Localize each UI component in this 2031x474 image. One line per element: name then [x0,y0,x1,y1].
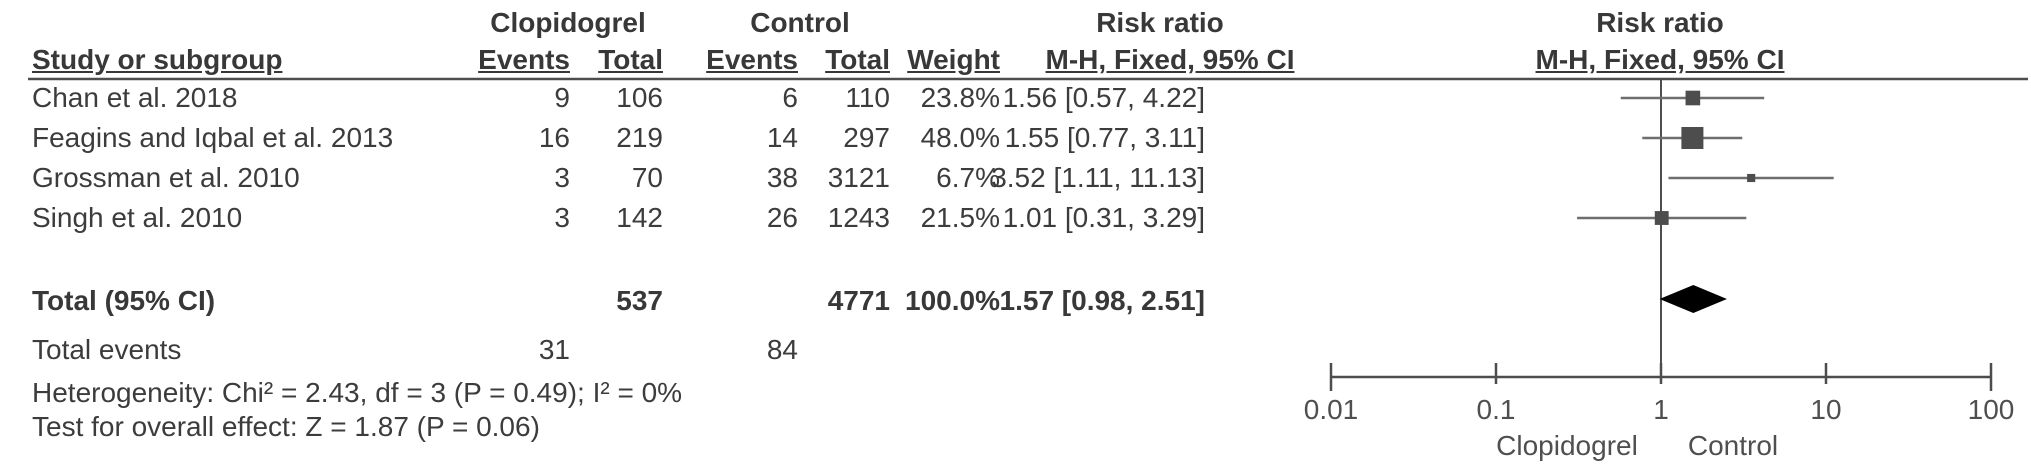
clopidogrel-events-value: 3 [554,162,570,193]
header-control-total: Total [825,44,890,75]
header-study-or-subgroup: Study or subgroup [32,44,283,75]
risk-ratio-ci-value: 1.55 [0.77, 3.11] [1004,122,1205,153]
weight-value: 23.8% [920,82,1000,113]
group-header-clopidogrel: Clopidogrel [490,7,646,38]
study-name: Feagins and Iqbal et al. 2013 [32,122,394,153]
control-total-value: 1243 [827,202,890,233]
summary-diamond [1659,285,1727,313]
risk-ratio-ci-value: 1.56 [0.57, 4.22] [1002,82,1205,113]
study-name: Chan et al. 2018 [32,82,238,113]
weight-value: 48.0% [920,122,1000,153]
control-events-value: 14 [766,122,798,153]
header-clopidogrel-events: Events [478,44,570,75]
total-events-control: 84 [766,334,798,365]
total-label: Total (95% CI) [32,285,216,316]
total-control-total: 4771 [827,285,890,316]
clopidogrel-events-value: 9 [554,82,570,113]
effect-square [1685,90,1701,106]
axis-tick-label: 10 [1810,394,1841,425]
axis-label-favours-clopidogrel: Clopidogrel [1496,430,1638,461]
total-clopidogrel-total: 537 [616,285,663,316]
axis-label-favours-control: Control [1687,430,1779,461]
clopidogrel-total-value: 106 [616,82,663,113]
control-total-value: 3121 [827,162,890,193]
axis-tick-label: 0.01 [1304,394,1359,425]
header-mh-fixed-ci: M-H, Fixed, 95% CI [1045,44,1295,75]
header-weight: Weight [907,44,1000,75]
group-header-control: Control [750,7,850,38]
plot-header-risk-ratio: Risk ratio [1596,7,1724,38]
total-weight: 100.0% [905,285,1000,316]
clopidogrel-events-value: 16 [538,122,570,153]
clopidogrel-events-value: 3 [554,202,570,233]
risk-ratio-ci-value: 1.01 [0.31, 3.29] [1002,202,1205,233]
clopidogrel-total-value: 70 [631,162,663,193]
total-risk-ratio-ci: 1.57 [0.98, 2.51] [999,285,1205,316]
clopidogrel-total-value: 142 [616,202,663,233]
weight-value: 6.7% [936,162,1000,193]
overall-effect-test: Test for overall effect: Z = 1.87 (P = 0… [32,411,540,442]
control-total-value: 110 [845,82,890,113]
clopidogrel-total-value: 219 [616,122,663,153]
control-events-value: 6 [782,82,798,113]
axis-tick-label: 0.1 [1477,394,1516,425]
control-total-value: 297 [843,122,890,153]
axis-tick-label: 1 [1653,394,1669,425]
total-events-clopidogrel: 31 [538,334,570,365]
header-control-events: Events [706,44,798,75]
risk-ratio-ci-value: 3.52 [1.11, 11.13] [991,162,1205,193]
plot-header-mh-fixed-ci: M-H, Fixed, 95% CI [1535,44,1785,75]
axis-tick-label: 100 [1968,394,2015,425]
effect-square [1654,211,1669,225]
control-events-value: 38 [766,162,798,193]
heterogeneity-statistics: Heterogeneity: Chi² = 2.43, df = 3 (P = … [32,377,683,408]
effect-square [1747,173,1756,183]
column-group-risk-ratio: Risk ratio [1096,7,1224,38]
study-name: Singh et al. 2010 [32,202,243,233]
control-events-value: 26 [766,202,798,233]
study-name: Grossman et al. 2010 [32,162,300,193]
header-clopidogrel-total: Total [598,44,663,75]
weight-value: 21.5% [920,202,1000,233]
total-events-label: Total events [32,334,182,365]
effect-square [1681,127,1704,149]
